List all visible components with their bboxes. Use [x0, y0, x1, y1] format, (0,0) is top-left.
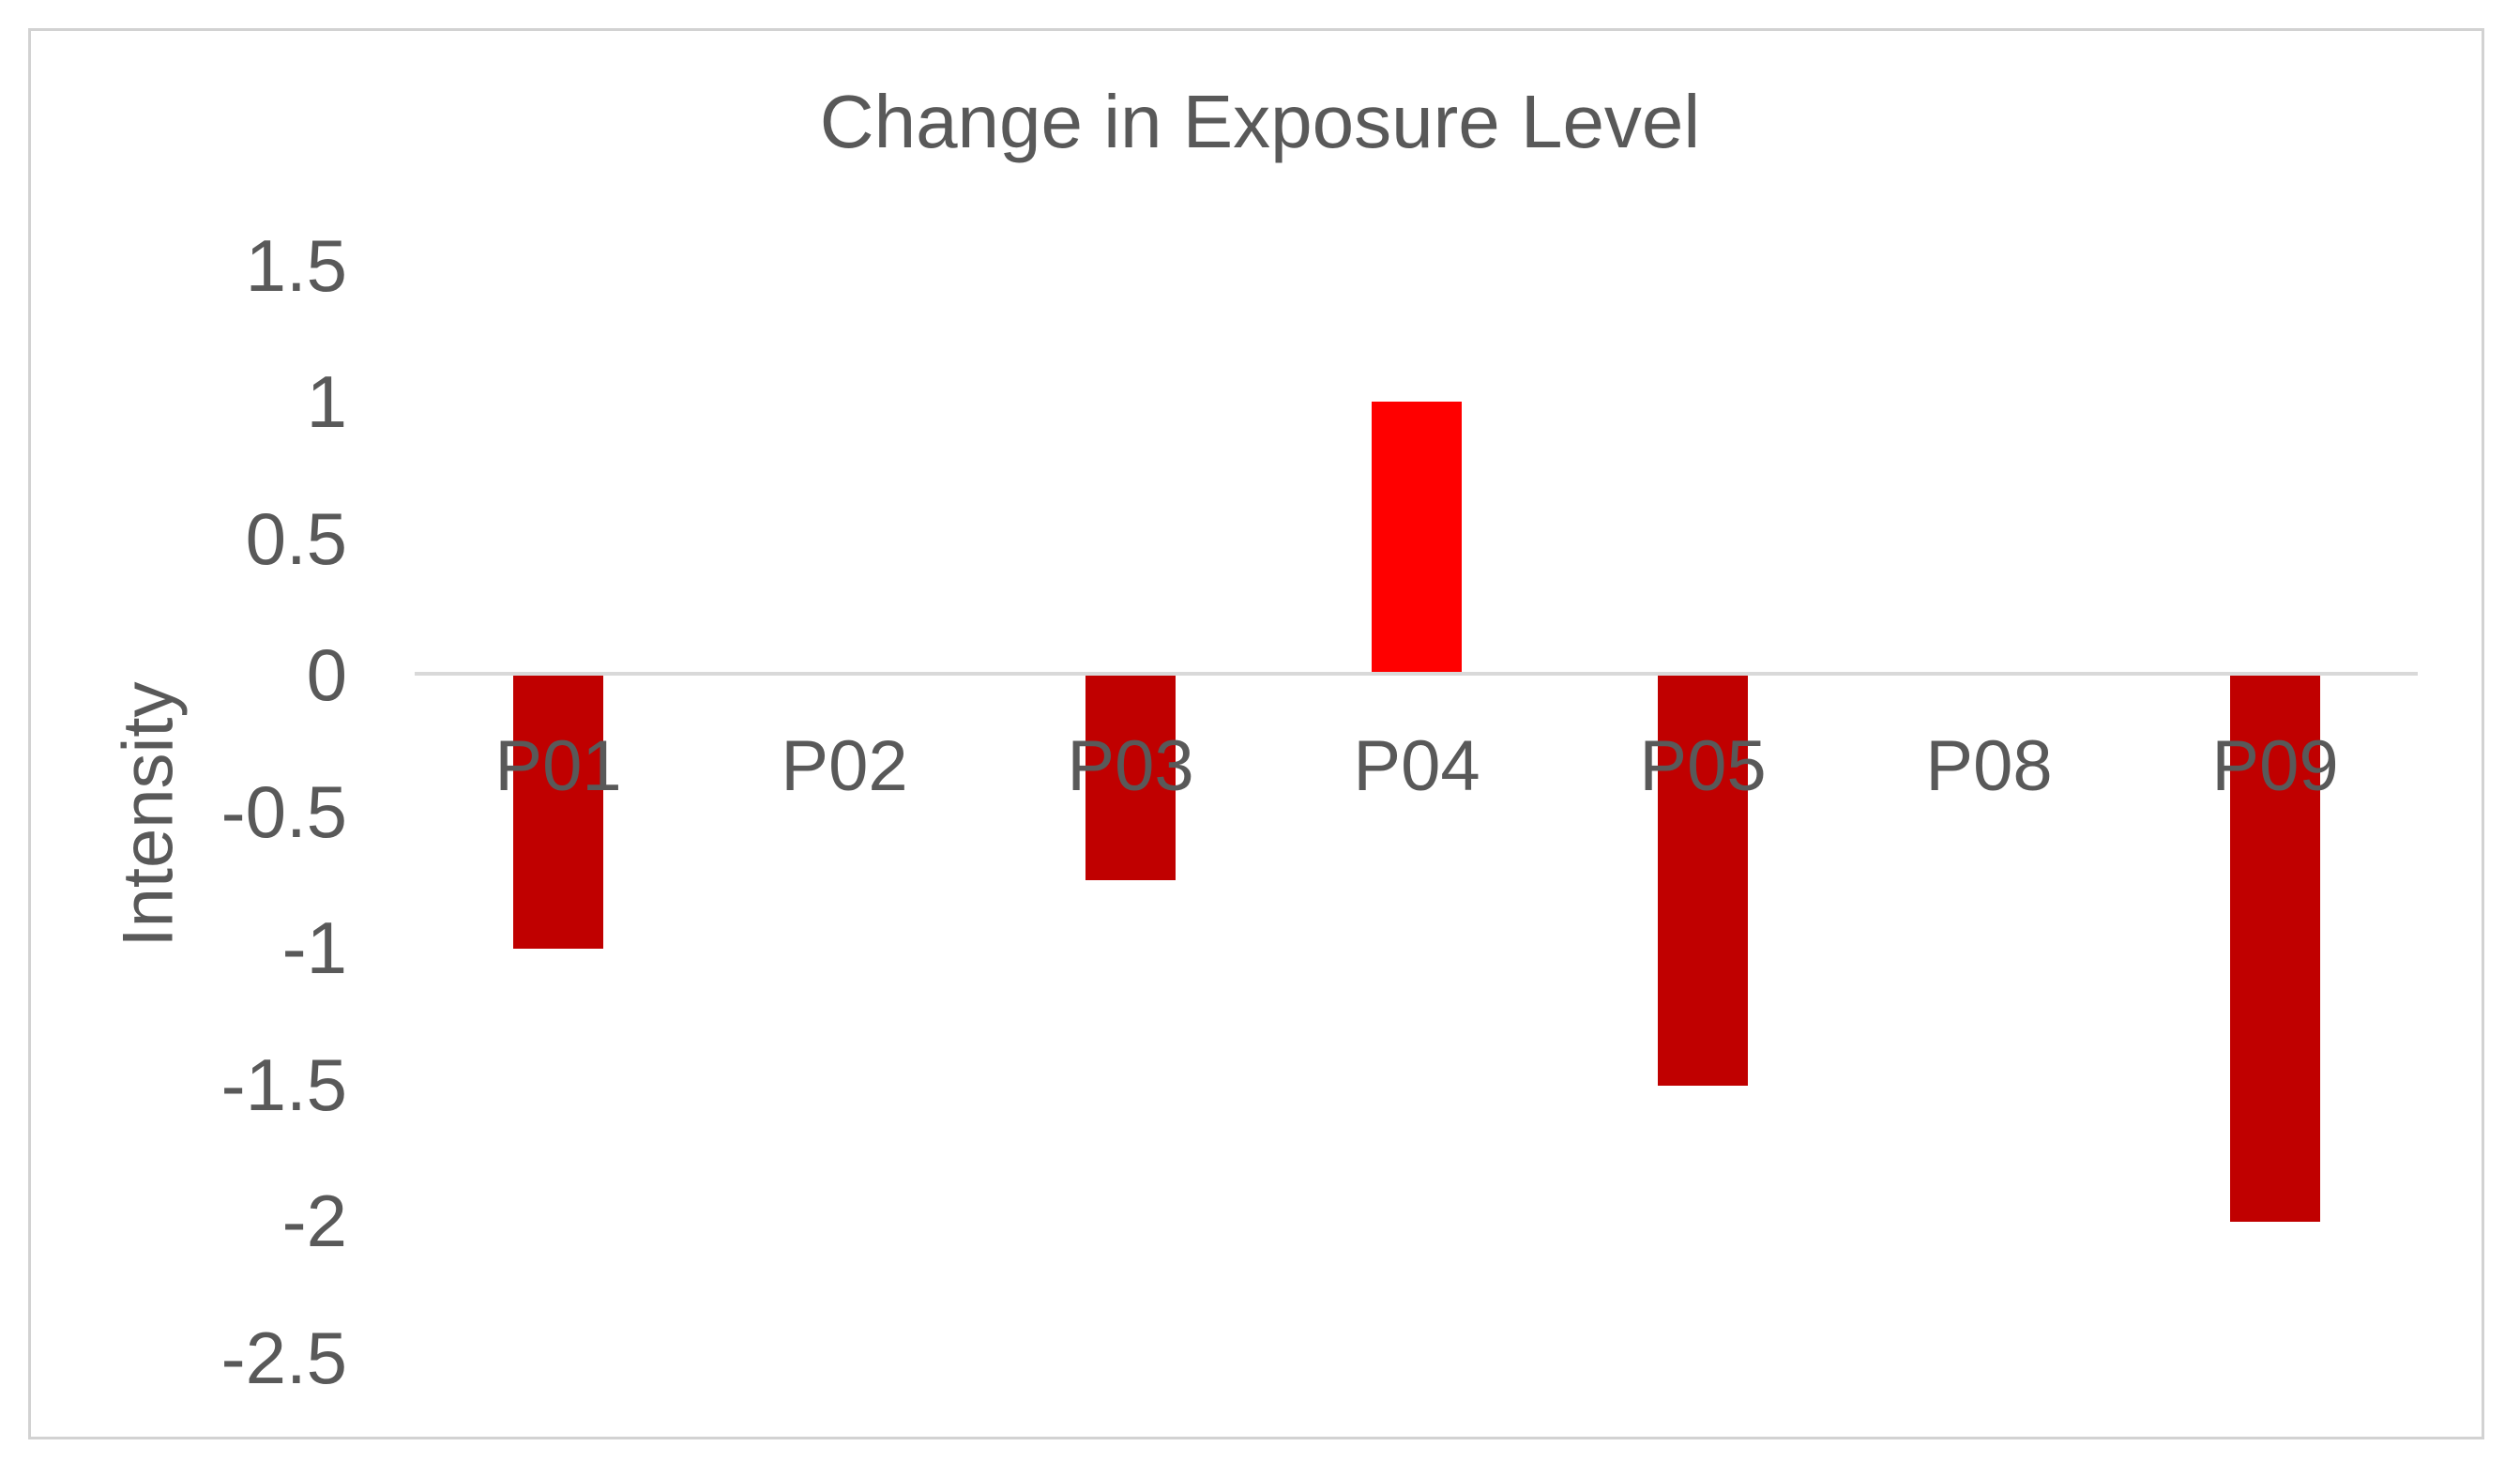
- y-tick-label--1: -1: [281, 906, 347, 989]
- y-tick-label-0: 0: [306, 633, 347, 716]
- x-category-label-P03: P03: [1067, 726, 1194, 806]
- y-tick-label--0.5: -0.5: [220, 769, 347, 853]
- x-category-label-P02: P02: [781, 726, 908, 806]
- x-category-label-P08: P08: [1925, 726, 2053, 806]
- chart-title: Change in Exposure Level: [819, 80, 1701, 163]
- bar-P01: [513, 676, 603, 949]
- y-tick-label-1: 1: [306, 360, 347, 443]
- bar-P09: [2230, 676, 2320, 1222]
- bar-P03: [1085, 676, 1176, 880]
- zero-axis-line: [415, 672, 2418, 676]
- x-category-label-P04: P04: [1353, 726, 1480, 806]
- y-tick-label--2.5: -2.5: [220, 1316, 347, 1399]
- y-tick-label--1.5: -1.5: [220, 1043, 347, 1126]
- chart-frame: [28, 28, 2484, 1439]
- x-category-label-P01: P01: [494, 726, 622, 806]
- bar-P05: [1658, 676, 1748, 1086]
- y-tick-label--2: -2: [281, 1180, 347, 1262]
- x-category-label-P09: P09: [2211, 726, 2339, 806]
- y-tick-label-1.5: 1.5: [245, 223, 347, 307]
- bar-P04: [1372, 402, 1462, 672]
- y-tick-label-0.5: 0.5: [245, 496, 347, 580]
- x-category-label-P05: P05: [1639, 726, 1767, 806]
